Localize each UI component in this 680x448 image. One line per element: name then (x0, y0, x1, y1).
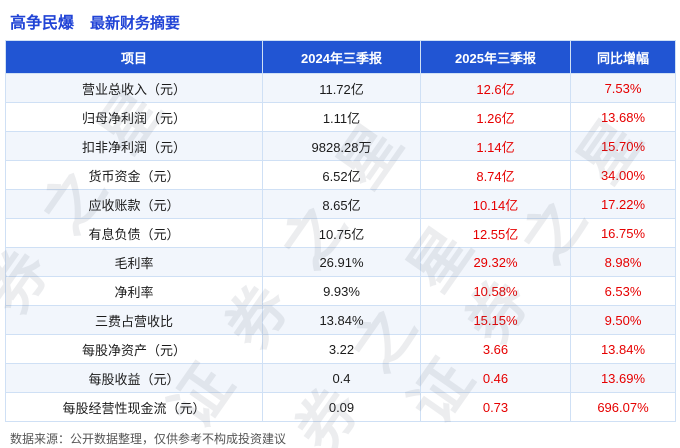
table-row: 应收账款（元） 8.65亿 10.14亿 17.22% (5, 189, 676, 219)
cell-yoy: 696.07% (570, 392, 676, 422)
page-title: 高争民爆 (10, 15, 75, 32)
cell-2024: 10.75亿 (262, 218, 421, 248)
cell-2025: 0.73 (420, 392, 571, 422)
table-row: 营业总收入（元） 11.72亿 12.6亿 7.53% (5, 73, 676, 103)
table-row: 扣非净利润（元） 9828.28万 1.14亿 15.70% (5, 131, 676, 161)
cell-2024: 13.84% (262, 305, 421, 335)
cell-2025: 10.58% (420, 276, 571, 306)
table-row: 每股收益（元） 0.4 0.46 13.69% (5, 363, 676, 393)
cell-2024: 9.93% (262, 276, 421, 306)
column-header-yoy: 同比增幅 (570, 40, 676, 74)
table-row: 净利率 9.93% 10.58% 6.53% (5, 276, 676, 306)
cell-item: 有息负债（元） (5, 218, 263, 248)
cell-2025: 12.6亿 (420, 73, 571, 103)
cell-2024: 8.65亿 (262, 189, 421, 219)
cell-2025: 10.14亿 (420, 189, 571, 219)
data-source-note: 数据来源：公开数据整理，仅供参考不构成投资建议 (10, 432, 287, 446)
cell-yoy: 7.53% (570, 73, 676, 103)
cell-yoy: 6.53% (570, 276, 676, 306)
cell-2024: 6.52亿 (262, 160, 421, 190)
table-row: 货币资金（元） 6.52亿 8.74亿 34.00% (5, 160, 676, 190)
table-row: 每股净资产（元） 3.22 3.66 13.84% (5, 334, 676, 364)
cell-2024: 26.91% (262, 247, 421, 277)
header-row: 项目 2024年三季报 2025年三季报 同比增幅 (5, 40, 676, 74)
cell-item: 净利率 (5, 276, 263, 306)
cell-yoy: 8.98% (570, 247, 676, 277)
cell-2024: 9828.28万 (262, 131, 421, 161)
cell-2025: 1.14亿 (420, 131, 571, 161)
table-header: 项目 2024年三季报 2025年三季报 同比增幅 (5, 40, 676, 74)
cell-2025: 15.15% (420, 305, 571, 335)
table-row: 归母净利润（元） 1.11亿 1.26亿 13.68% (5, 102, 676, 132)
cell-yoy: 15.70% (570, 131, 676, 161)
cell-item: 毛利率 (5, 247, 263, 277)
cell-2024: 1.11亿 (262, 102, 421, 132)
cell-item: 归母净利润（元） (5, 102, 263, 132)
cell-item: 三费占营收比 (5, 305, 263, 335)
cell-2024: 0.4 (262, 363, 421, 393)
cell-2025: 8.74亿 (420, 160, 571, 190)
cell-yoy: 16.75% (570, 218, 676, 248)
cell-yoy: 17.22% (570, 189, 676, 219)
table-body: 营业总收入（元） 11.72亿 12.6亿 7.53% 归母净利润（元） 1.1… (5, 73, 676, 422)
table-row: 有息负债（元） 10.75亿 12.55亿 16.75% (5, 218, 676, 248)
column-header-item: 项目 (5, 40, 263, 74)
cell-2024: 11.72亿 (262, 73, 421, 103)
title-bar: 高争民爆 最新财务摘要 (0, 0, 680, 40)
table-row: 三费占营收比 13.84% 15.15% 9.50% (5, 305, 676, 335)
cell-yoy: 13.69% (570, 363, 676, 393)
cell-yoy: 13.84% (570, 334, 676, 364)
cell-item: 每股经营性现金流（元） (5, 392, 263, 422)
cell-2025: 3.66 (420, 334, 571, 364)
cell-yoy: 13.68% (570, 102, 676, 132)
cell-yoy: 34.00% (570, 160, 676, 190)
financial-summary-table: 项目 2024年三季报 2025年三季报 同比增幅 营业总收入（元） 11.72… (5, 40, 676, 422)
cell-2025: 1.26亿 (420, 102, 571, 132)
cell-item: 扣非净利润（元） (5, 131, 263, 161)
page-subtitle: 最新财务摘要 (90, 15, 181, 32)
table-row: 每股经营性现金流（元） 0.09 0.73 696.07% (5, 392, 676, 422)
cell-2025: 0.46 (420, 363, 571, 393)
column-header-2024: 2024年三季报 (262, 40, 421, 74)
cell-item: 营业总收入（元） (5, 73, 263, 103)
table-row: 毛利率 26.91% 29.32% 8.98% (5, 247, 676, 277)
column-header-2025: 2025年三季报 (420, 40, 571, 74)
cell-item: 每股净资产（元） (5, 334, 263, 364)
cell-2025: 29.32% (420, 247, 571, 277)
cell-2024: 3.22 (262, 334, 421, 364)
cell-item: 货币资金（元） (5, 160, 263, 190)
cell-2025: 12.55亿 (420, 218, 571, 248)
cell-yoy: 9.50% (570, 305, 676, 335)
cell-2024: 0.09 (262, 392, 421, 422)
cell-item: 每股收益（元） (5, 363, 263, 393)
cell-item: 应收账款（元） (5, 189, 263, 219)
